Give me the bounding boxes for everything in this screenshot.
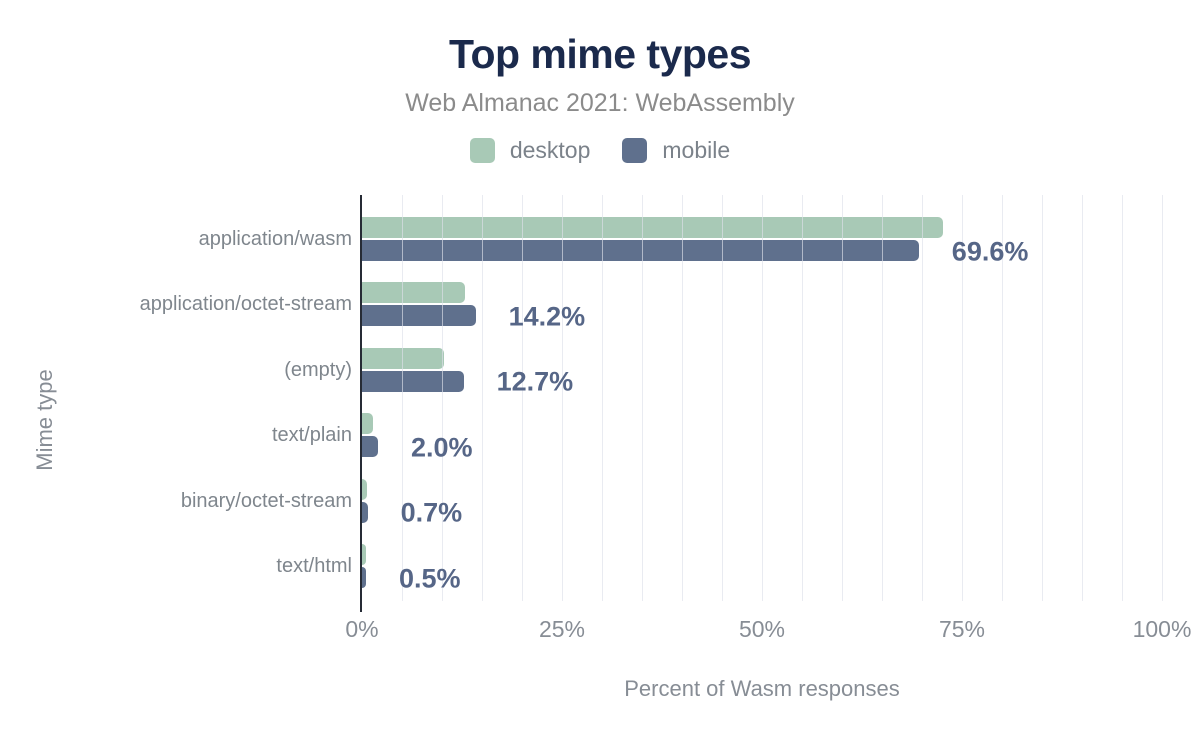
plot-area: 69.6% 14.2% 12.7% 2.0% 0.7% 0.5%	[360, 195, 1163, 612]
gridline	[1082, 195, 1083, 601]
bar-mobile	[362, 436, 378, 458]
legend-swatch-desktop	[469, 138, 495, 163]
x-tick-label: 75%	[938, 616, 986, 642]
bar-mobile	[362, 567, 366, 588]
gridline	[922, 195, 923, 601]
legend-item-mobile: mobile	[622, 137, 730, 164]
category-label: text/html	[276, 555, 352, 577]
y-axis-line	[360, 195, 362, 612]
category-label: application/wasm	[198, 228, 352, 250]
gridline	[1162, 195, 1163, 601]
bar-desktop	[362, 282, 466, 304]
bar-desktop	[362, 347, 445, 369]
legend-label-desktop: desktop	[509, 137, 591, 163]
chart-title: Top mime types	[448, 31, 752, 77]
bar-desktop	[362, 217, 943, 238]
x-tick-label: 0%	[345, 616, 379, 642]
value-label: 69.6%	[951, 236, 1029, 266]
category-label: binary/octet-stream	[180, 489, 352, 512]
value-label: 0.5%	[399, 563, 461, 593]
category-label: (empty)	[284, 358, 352, 381]
x-tick-label: 100%	[1132, 616, 1192, 642]
x-axis-title: Percent of Wasm responses	[624, 676, 900, 701]
value-label: 2.0%	[411, 432, 473, 463]
x-tick-label: 25%	[538, 616, 586, 642]
bar-desktop	[362, 413, 374, 435]
bar-mobile	[362, 305, 476, 327]
bar-desktop	[362, 478, 367, 500]
category-labels: application/wasm application/octet-stream…	[0, 195, 352, 610]
category-label: application/octet-stream	[139, 293, 352, 316]
category-label: text/plain	[271, 424, 352, 447]
gridline	[1042, 195, 1043, 601]
bar-mobile	[362, 240, 919, 261]
bar-mobile	[362, 370, 464, 392]
value-label: 0.7%	[400, 497, 463, 528]
value-label: 14.2%	[508, 301, 586, 332]
legend: desktop mobile	[0, 137, 1200, 164]
value-label: 12.7%	[496, 366, 574, 397]
bar-mobile	[362, 501, 368, 523]
x-tick-label: 50%	[738, 616, 786, 642]
chart-subtitle: Web Almanac 2021: WebAssembly	[405, 89, 795, 117]
gridline	[1122, 195, 1123, 601]
legend-swatch-mobile	[622, 138, 648, 163]
legend-label-mobile: mobile	[662, 137, 731, 163]
legend-item-desktop: desktop	[469, 137, 591, 164]
bar-desktop	[362, 544, 366, 565]
